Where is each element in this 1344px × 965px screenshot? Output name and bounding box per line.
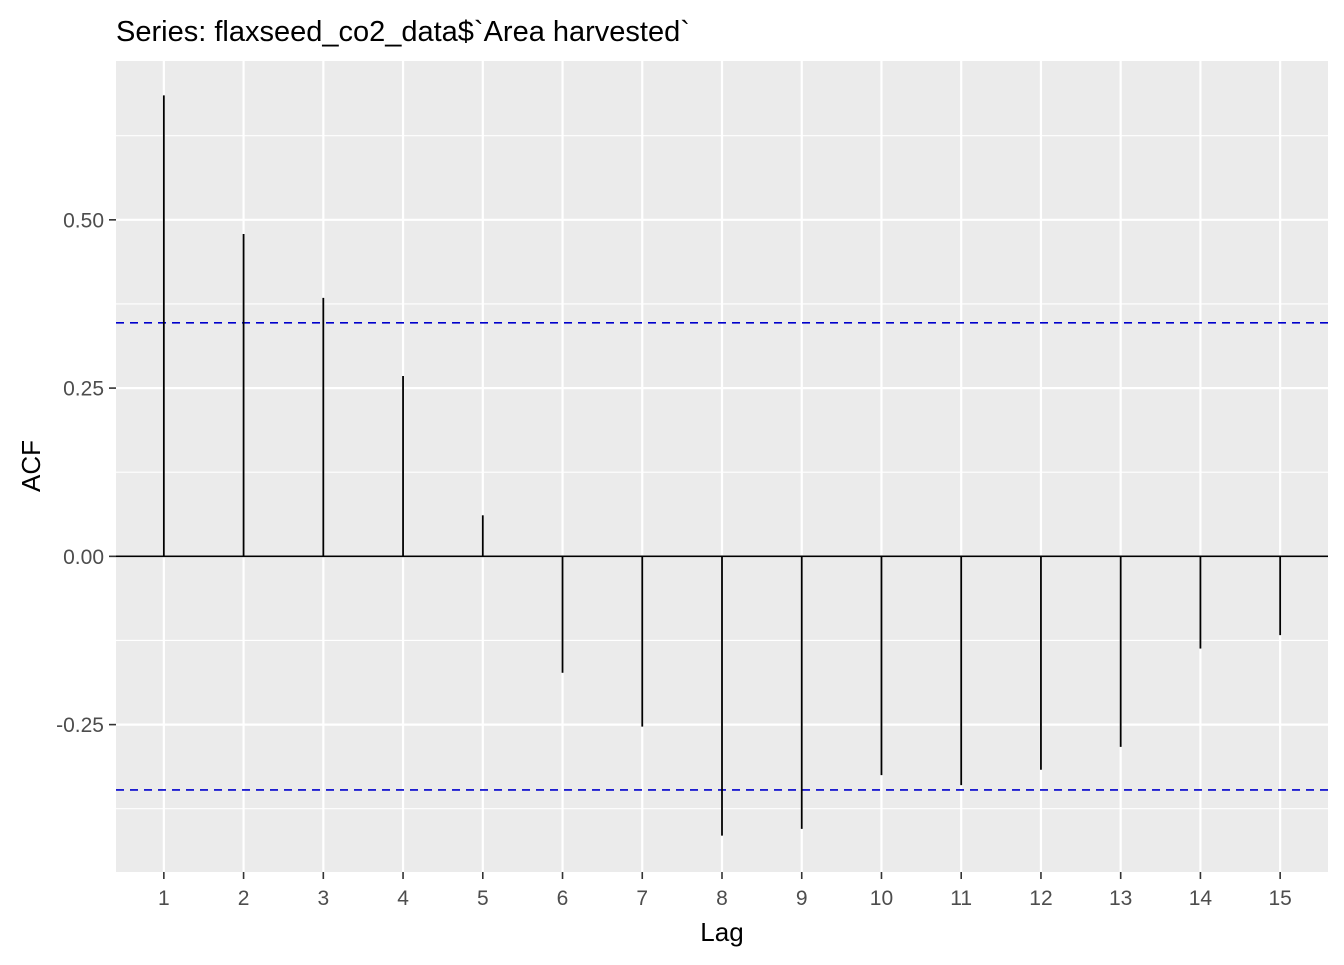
x-tick-label: 13 [1109, 887, 1132, 910]
x-tick-label: 4 [397, 887, 409, 910]
acf-spikes [162, 95, 1282, 836]
x-axis-ticks: 1 2 3 4 5 6 7 8 9 10 11 12 13 14 15 [158, 872, 1292, 910]
x-tick-label: 15 [1268, 887, 1291, 910]
x-tick-label: 12 [1029, 887, 1052, 910]
x-tick-label: 5 [477, 887, 489, 910]
x-tick-label: 10 [870, 887, 893, 910]
x-tick-label: 3 [317, 887, 329, 910]
x-tick-label: 6 [557, 887, 569, 910]
x-tick-label: 2 [238, 887, 250, 910]
y-tick-label: -0.25 [56, 714, 104, 737]
x-tick-label: 8 [716, 887, 728, 910]
x-tick-label: 14 [1189, 887, 1213, 910]
y-tick-label: 0.50 [63, 209, 104, 232]
y-axis-title: ACF [16, 440, 46, 492]
x-tick-label: 9 [796, 887, 808, 910]
y-tick-label: 0.25 [63, 378, 104, 401]
x-tick-label: 1 [158, 887, 170, 910]
x-axis-title: Lag [700, 917, 743, 947]
y-tick-label: 0.00 [63, 546, 104, 569]
y-axis-ticks: -0.25 0.00 0.25 0.50 [56, 209, 116, 737]
x-tick-label: 7 [636, 887, 648, 910]
chart-title: Series: flaxseed_co2_data$`Area harveste… [116, 16, 690, 48]
x-tick-label: 11 [950, 887, 972, 910]
